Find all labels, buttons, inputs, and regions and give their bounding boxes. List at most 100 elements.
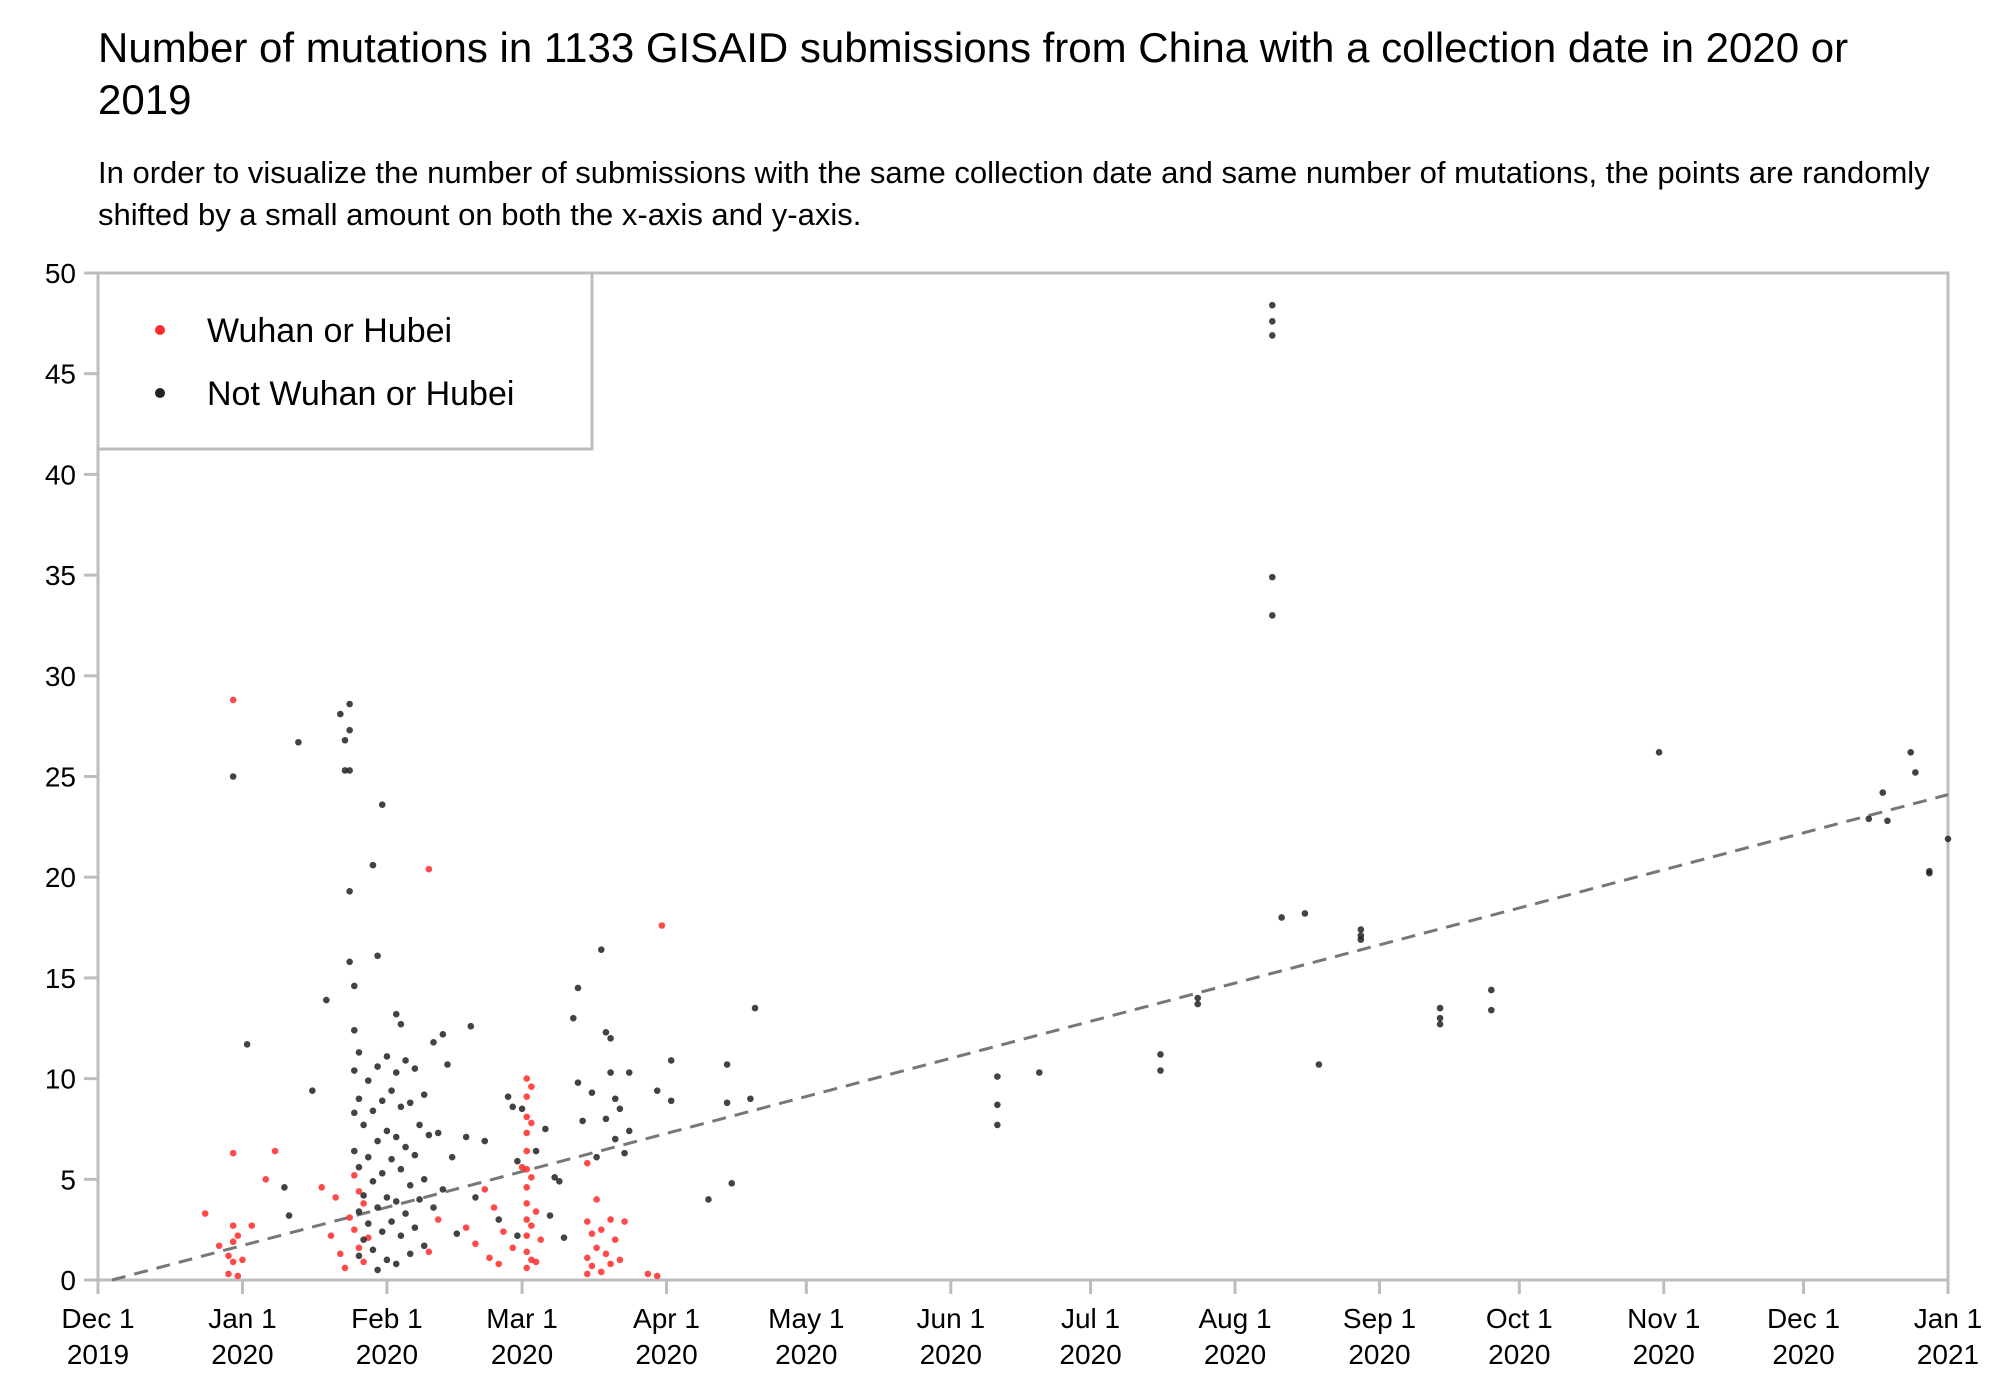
data-point — [402, 1057, 409, 1064]
data-point — [374, 1266, 381, 1274]
data-point — [309, 1087, 316, 1094]
data-point — [556, 1178, 563, 1185]
x-tick-label: Aug 1 — [1198, 1303, 1271, 1334]
data-point — [285, 1212, 293, 1219]
x-tick-label: Oct 1 — [1486, 1303, 1553, 1334]
data-point — [271, 1147, 279, 1155]
data-point — [229, 773, 237, 780]
data-point — [350, 1226, 358, 1233]
data-point — [295, 738, 302, 746]
data-point — [523, 1075, 531, 1082]
data-point — [597, 946, 605, 954]
data-point — [360, 1121, 367, 1129]
data-point — [551, 1173, 558, 1181]
data-point — [229, 696, 237, 704]
data-point — [434, 1216, 442, 1223]
data-point — [1436, 1014, 1444, 1022]
data-point — [402, 1210, 409, 1217]
data-point — [406, 1099, 414, 1107]
legend-label-not-wuhan: Not Wuhan or Hubei — [207, 375, 514, 413]
data-point — [514, 1232, 521, 1239]
data-point — [239, 1256, 246, 1264]
data-point — [355, 1252, 363, 1260]
data-point — [1865, 815, 1873, 823]
data-point — [355, 1188, 363, 1195]
legend-box — [96, 271, 594, 451]
data-point — [439, 1030, 447, 1038]
data-point — [625, 1127, 633, 1135]
data-point — [369, 1178, 377, 1185]
data-point — [346, 700, 353, 708]
y-tick-label: 5 — [60, 1164, 76, 1195]
data-point — [593, 1153, 600, 1161]
data-point — [574, 1079, 582, 1086]
series-0 — [201, 696, 666, 1280]
y-tick-label: 0 — [60, 1265, 76, 1296]
data-point — [350, 1147, 358, 1155]
data-point — [229, 1258, 237, 1266]
x-tick-label: Apr 1 — [633, 1303, 700, 1334]
chart-subtitle: In order to visualize the number of subm… — [98, 155, 1930, 232]
x-tick-year: 2020 — [211, 1339, 273, 1370]
data-point — [383, 1194, 391, 1201]
data-point — [537, 1236, 544, 1244]
data-point — [597, 1268, 605, 1276]
data-point — [383, 1256, 391, 1264]
data-point — [378, 801, 386, 808]
data-point — [579, 1117, 586, 1125]
data-point — [472, 1194, 479, 1201]
data-point — [234, 1232, 242, 1239]
data-point — [597, 1226, 605, 1233]
data-point — [523, 1129, 531, 1137]
data-point — [1269, 318, 1276, 325]
data-point — [728, 1180, 736, 1187]
data-point — [388, 1155, 395, 1163]
y-tick-label: 45 — [45, 359, 76, 390]
x-tick-label: Jan 1 — [1914, 1303, 1983, 1334]
data-point — [229, 1149, 237, 1157]
data-point — [360, 1200, 367, 1207]
x-tick-label: Nov 1 — [1627, 1303, 1700, 1334]
data-point — [616, 1256, 624, 1264]
data-point — [392, 1010, 400, 1018]
data-point — [1926, 869, 1933, 877]
data-point — [1269, 573, 1276, 581]
data-point — [621, 1218, 628, 1225]
data-point — [588, 1089, 596, 1096]
data-point — [523, 1093, 531, 1101]
data-point — [281, 1184, 288, 1191]
data-point — [1278, 914, 1285, 921]
x-tick-year: 2020 — [1348, 1339, 1410, 1370]
data-point — [994, 1121, 1001, 1129]
data-point — [1488, 986, 1495, 994]
data-point — [1269, 612, 1276, 619]
data-point — [751, 1004, 759, 1012]
data-point — [611, 1135, 619, 1143]
series-1 — [229, 301, 1952, 1274]
data-point — [523, 1200, 531, 1207]
x-axis: Dec 1 2019 Jan 1 2020 Feb 1 2020 Mar 1 2020 Apr … — [61, 1280, 1982, 1370]
data-point — [337, 710, 344, 718]
data-point — [430, 1204, 437, 1211]
data-point — [374, 1204, 381, 1211]
data-point — [593, 1244, 600, 1252]
data-point — [346, 1214, 353, 1221]
legend-marker-not-wuhan — [155, 388, 165, 398]
data-point — [364, 1153, 372, 1161]
data-point — [374, 1137, 381, 1145]
data-point — [667, 1057, 675, 1064]
data-point — [397, 1232, 405, 1239]
data-point — [397, 1165, 405, 1173]
x-tick-year: 2020 — [1059, 1339, 1121, 1370]
y-tick-label: 25 — [45, 762, 76, 793]
data-point — [994, 1073, 1001, 1080]
data-point — [1269, 301, 1276, 309]
data-point — [723, 1061, 731, 1068]
data-point — [467, 1022, 475, 1030]
data-point — [229, 1222, 237, 1229]
data-point — [388, 1087, 395, 1094]
data-point — [1036, 1069, 1043, 1076]
data-point — [360, 1258, 367, 1266]
data-point — [523, 1165, 531, 1173]
x-tick-label: Dec 1 — [1767, 1303, 1840, 1334]
